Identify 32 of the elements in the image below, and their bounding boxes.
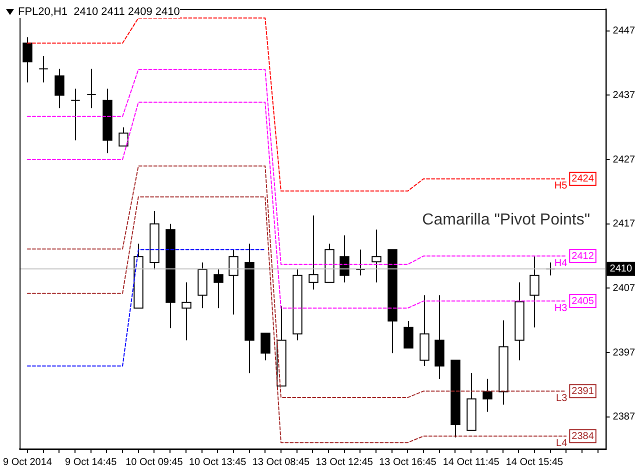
x-tick-label: 14 Oct 11:45 xyxy=(442,456,500,468)
y-tick-label: 2397 xyxy=(612,347,636,358)
data-label: 2384 xyxy=(572,430,594,442)
y-tick-label: 2417 xyxy=(612,218,636,230)
x-tick-label: 9 Oct 14:45 xyxy=(65,456,118,468)
candlestick xyxy=(70,88,80,141)
x-tick-label: 10 Oct 13:45 xyxy=(188,456,247,468)
chart-title: FPL20,H1 2410 2411 2409 2410 xyxy=(18,6,180,18)
candlestick xyxy=(38,55,48,83)
series-label: H3 xyxy=(554,302,568,314)
x-tick-label: 9 Oct 2014 xyxy=(3,456,52,468)
series-label: L3 xyxy=(556,392,568,404)
x-tick-label: 13 Oct 16:45 xyxy=(379,456,437,468)
series-label: L4 xyxy=(556,438,568,449)
annotation: Camarilla "Pivot Points" xyxy=(422,212,590,229)
y-tick-label: 2427 xyxy=(612,154,636,166)
y-tick-label: 2437 xyxy=(612,90,636,101)
series-label: H5 xyxy=(554,180,568,192)
x-tick-label: 13 Oct 08:45 xyxy=(252,456,310,468)
data-label: 2391 xyxy=(572,386,594,397)
data-label: 2424 xyxy=(572,174,594,185)
candlestick xyxy=(86,68,96,109)
data-label: 2412 xyxy=(572,250,594,262)
series-label: H4 xyxy=(554,258,568,269)
ref-line-label: 2410 xyxy=(610,264,632,275)
x-tick-label: 10 Oct 09:45 xyxy=(126,456,184,468)
x-tick-label: 14 Oct 15:45 xyxy=(506,456,564,468)
x-tick-label: 13 Oct 12:45 xyxy=(316,456,374,468)
y-tick-label: 2407 xyxy=(612,282,636,294)
data-label: 2405 xyxy=(572,296,594,307)
y-tick-label: 2447 xyxy=(612,26,636,37)
y-tick-label: 2387 xyxy=(612,412,636,423)
